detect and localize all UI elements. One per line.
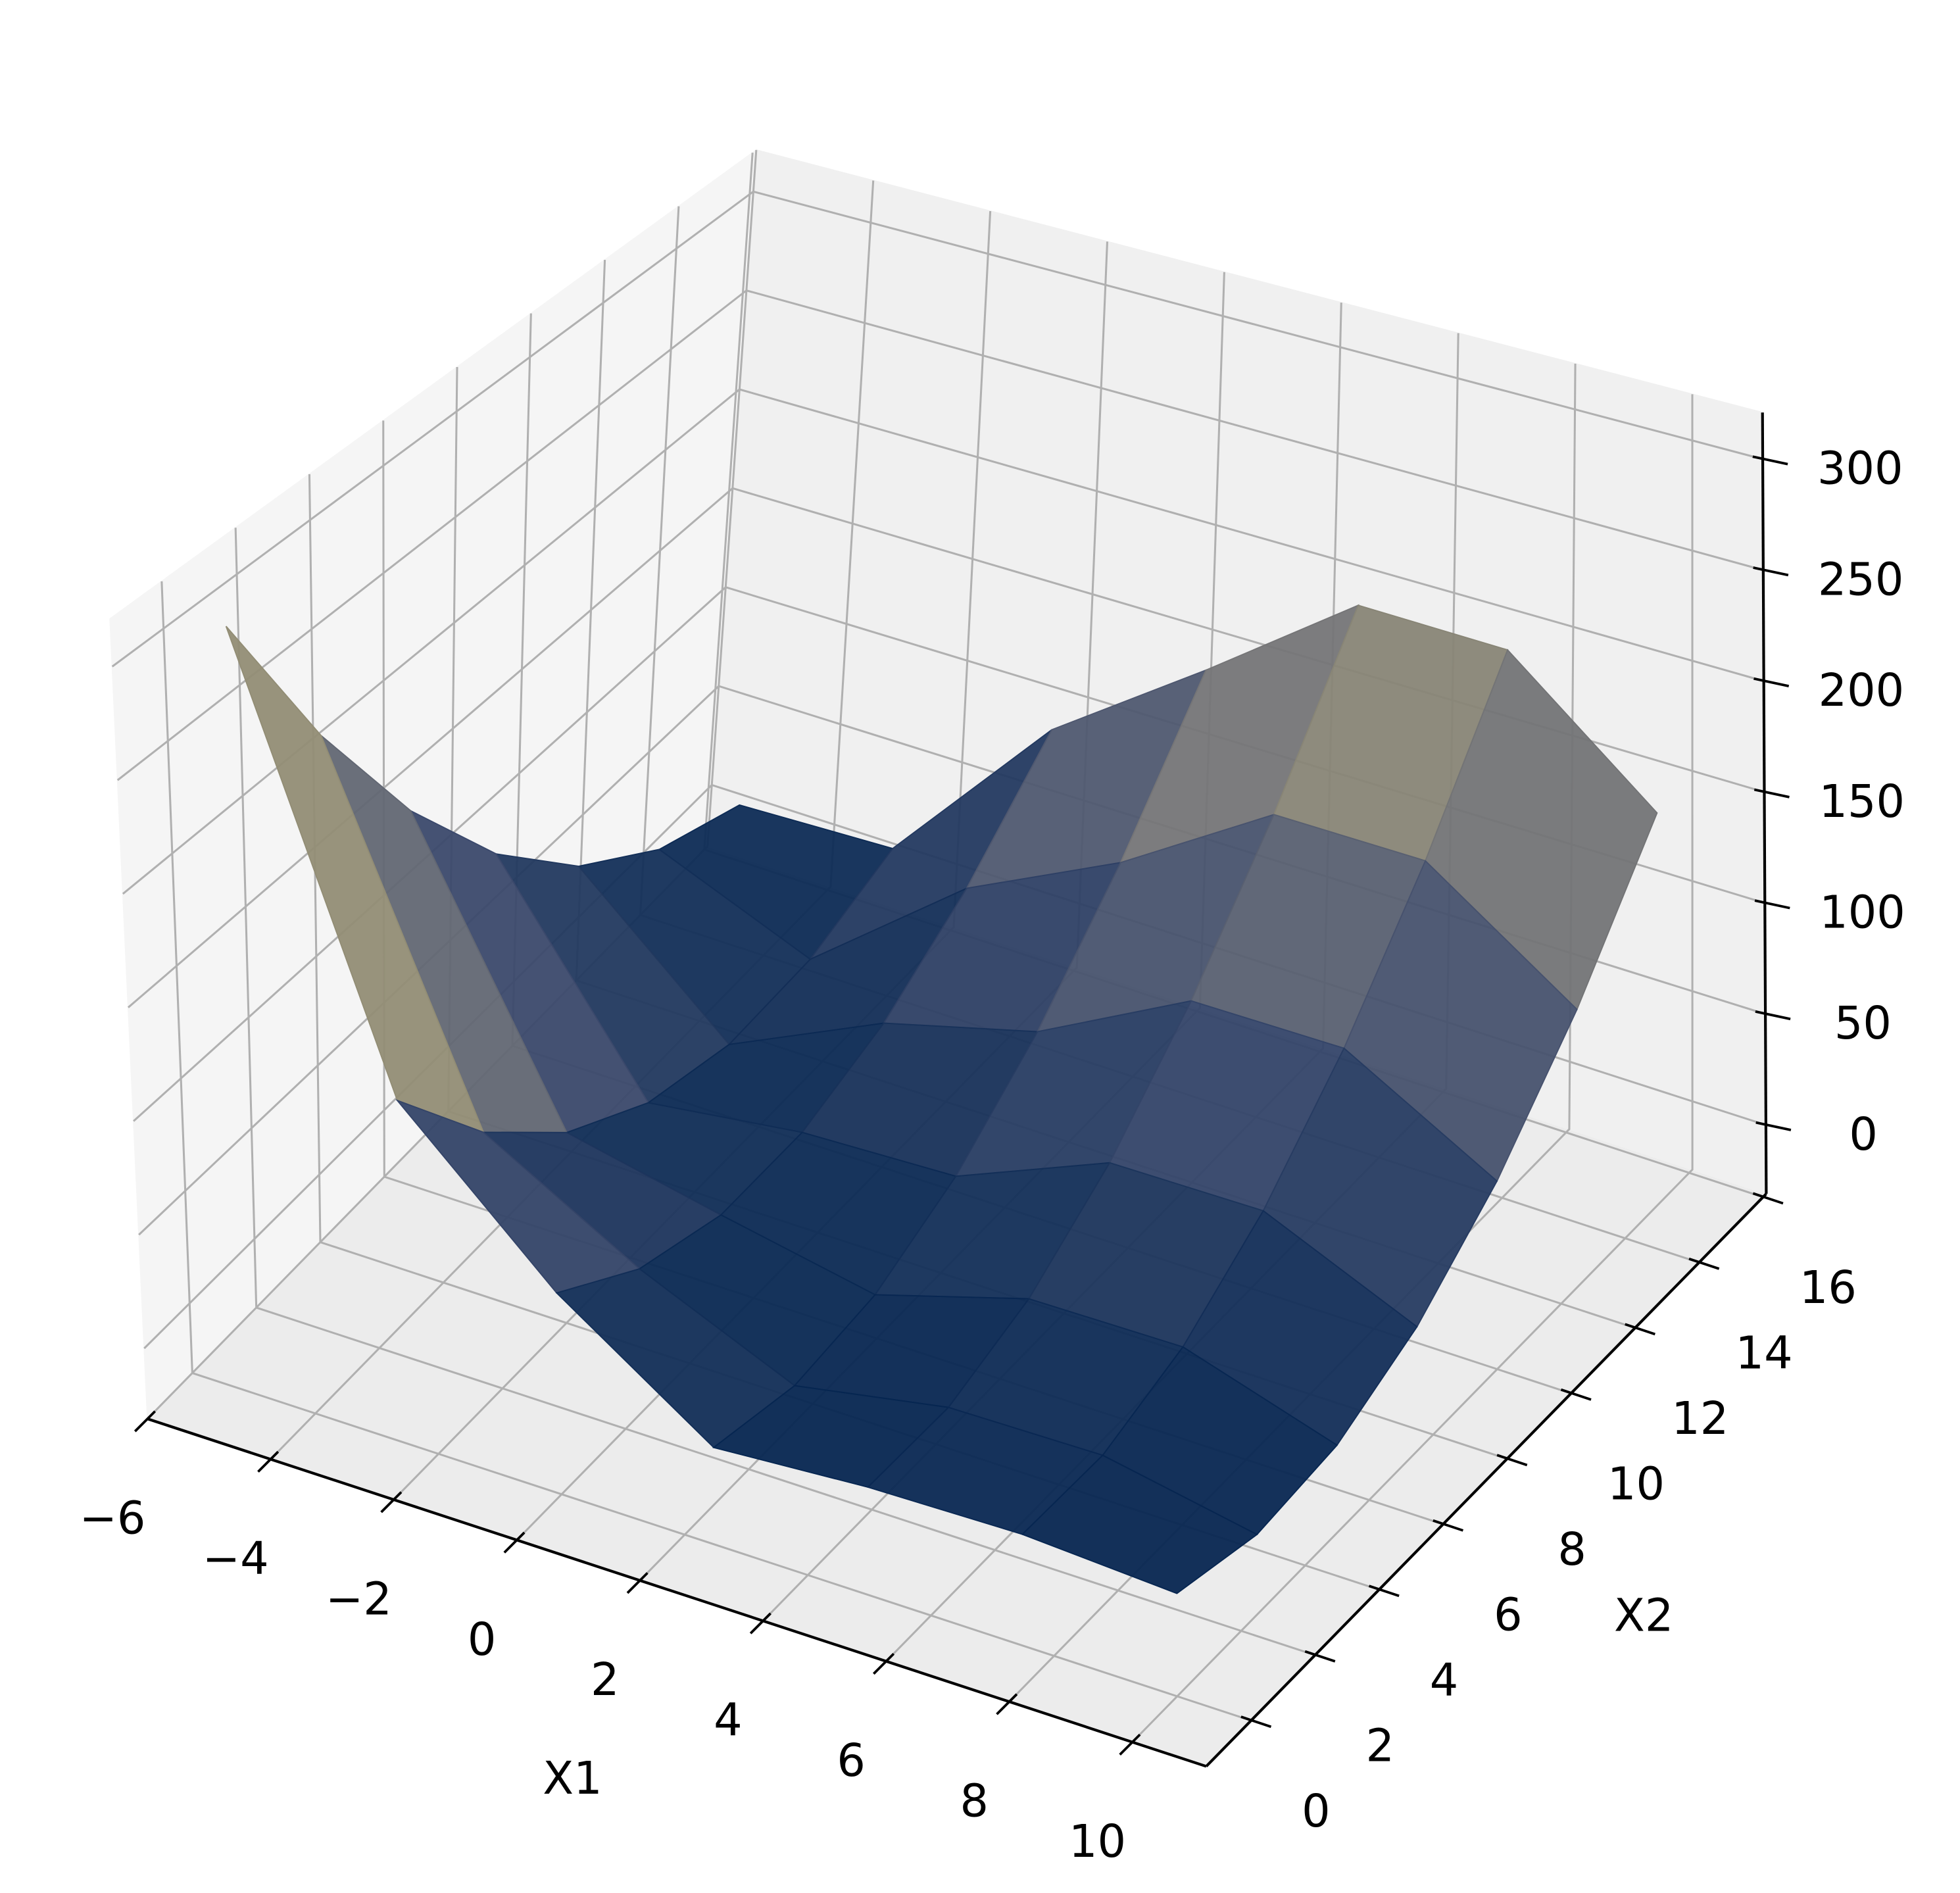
y-tick [1625,1323,1655,1336]
x-tick-label: 10 [1069,1816,1126,1868]
x-tick [257,1450,280,1473]
z-tick-label: 50 [1834,998,1892,1050]
grid-line [116,289,1764,781]
y-tick [1240,1715,1272,1729]
grid-line [122,388,1765,895]
y-tick [1433,1519,1464,1532]
x-tick [749,1612,772,1635]
z-tick-label: 200 [1819,665,1905,717]
z-tick [1753,677,1790,687]
z-tick [1755,1010,1791,1021]
y-tick-label: 4 [1430,1655,1459,1707]
z-tick [1752,455,1788,466]
x-axis-label: X1 [543,1753,602,1805]
z-tick-label: 100 [1819,887,1905,939]
z-tick [1755,1121,1792,1131]
surface-patch [1021,1454,1258,1594]
y-tick-label: 6 [1494,1589,1523,1641]
y-tick-label: 12 [1671,1393,1728,1445]
y-tick-label: 16 [1800,1262,1857,1314]
z-tick [1753,788,1790,799]
y-axis-label: X2 [1614,1590,1673,1642]
y-tick [1752,1192,1784,1205]
z-tick-label: 150 [1819,776,1905,828]
y-tick-label: 14 [1736,1328,1793,1380]
y-axis-line [1205,1192,1767,1767]
x-tick [626,1572,649,1594]
grid-line [1131,394,1694,1743]
surface [225,604,1658,1594]
grid-line [111,190,1763,668]
y-tick [1368,1585,1400,1598]
x-tick-label: −4 [203,1533,269,1585]
x-axis-line [147,1417,1207,1768]
x-tick-label: 2 [591,1654,620,1706]
z-tick-label: 250 [1818,554,1904,606]
y-tick [1688,1257,1720,1270]
z-axis-line [1761,412,1768,1194]
y-tick-label: 0 [1302,1786,1331,1838]
x-tick [996,1693,1018,1715]
y-tick [1496,1454,1528,1467]
x-tick-label: 0 [468,1614,497,1666]
x-tick [872,1652,895,1675]
y-tick-label: 2 [1365,1720,1394,1772]
x-tick-label: 4 [714,1695,743,1747]
axes: −6−4−20246810024681012141605010015020025… [80,412,1905,1868]
x-tick [503,1531,526,1554]
z-tick-label: 300 [1817,443,1903,495]
x-tick-label: 6 [837,1735,866,1787]
x-tick-label: −2 [326,1573,392,1625]
z-tick-label: 0 [1849,1109,1878,1161]
x-tick [134,1410,157,1433]
y-tick [1304,1650,1336,1663]
x-tick-label: 8 [960,1776,989,1828]
z-tick [1754,899,1790,910]
x-tick [380,1491,403,1513]
y-tick [1560,1388,1592,1401]
x-tick [1119,1733,1141,1756]
x-tick-label: −6 [80,1492,146,1544]
y-tick-label: 10 [1607,1459,1665,1511]
z-tick [1753,566,1789,577]
grid-line [160,581,1252,1722]
y-tick-label: 8 [1557,1524,1586,1576]
grid-line [234,528,1315,1656]
